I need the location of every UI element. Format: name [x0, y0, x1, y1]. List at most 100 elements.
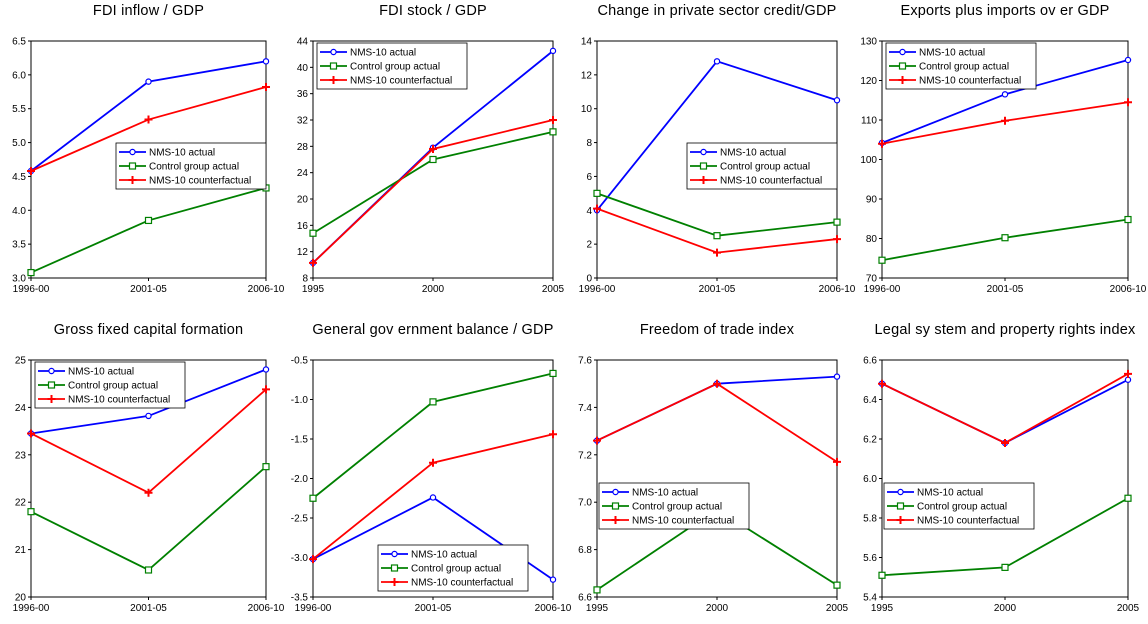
legend-label: NMS-10 counterfactual	[411, 578, 513, 589]
data-point-marker	[27, 167, 35, 176]
legend-label: Control group actual	[149, 162, 239, 173]
data-point-marker	[1124, 56, 1132, 64]
data-point-marker	[549, 47, 557, 55]
y-tick-label: 80	[866, 234, 878, 245]
y-tick-label: 5.6	[863, 553, 877, 564]
y-tick-label: 10	[581, 104, 593, 115]
chart-title: General gov ernment balance / GDP	[312, 322, 553, 338]
legend-label: NMS-10 counterfactual	[720, 176, 822, 187]
y-tick-label: 14	[581, 37, 593, 48]
y-tick-label: 6.0	[863, 474, 877, 485]
y-tick-label: 4.5	[12, 172, 26, 183]
data-point-marker	[309, 258, 317, 267]
data-point-marker	[878, 256, 886, 264]
series-line	[312, 372, 554, 499]
data-point-marker	[1001, 116, 1009, 125]
data-point-marker	[713, 379, 721, 388]
y-tick-label: 3.0	[12, 274, 26, 285]
data-point-marker	[549, 430, 557, 439]
x-tick-label: 1996-00	[295, 603, 332, 614]
y-tick-label: 100	[860, 155, 877, 166]
chart-title: Exports plus imports ov er GDP	[900, 3, 1109, 19]
data-point-marker	[27, 508, 35, 516]
y-tick-label: 23	[15, 450, 27, 461]
y-tick-label: 4	[586, 206, 592, 217]
data-point-marker	[145, 412, 152, 420]
y-tick-label: 6.4	[863, 395, 877, 406]
data-point-marker	[262, 366, 270, 373]
y-tick-label: 5.5	[12, 104, 26, 115]
x-tick-label: 1996-00	[13, 284, 50, 295]
data-point-marker	[833, 235, 841, 244]
data-point-marker	[1124, 369, 1132, 378]
y-tick-label: 6	[586, 172, 592, 183]
x-tick-label: 1996-00	[579, 284, 616, 295]
y-tick-label: 70	[866, 274, 878, 285]
legend-marker	[612, 488, 619, 496]
x-tick-label: 2000	[706, 603, 729, 614]
legend-label: Control group actual	[917, 502, 1007, 513]
chart-title: FDI stock / GDP	[379, 3, 487, 19]
x-tick-label: 2006-10	[1110, 284, 1147, 295]
data-point-marker	[262, 83, 270, 92]
series-line	[312, 119, 554, 264]
data-point-marker	[145, 78, 152, 85]
series-line	[30, 187, 267, 274]
data-point-marker	[144, 566, 153, 574]
data-point-marker	[549, 369, 557, 378]
legend-marker	[329, 76, 338, 84]
legend-label: NMS-10 actual	[917, 488, 983, 499]
data-point-marker	[593, 586, 601, 594]
legend-label: NMS-10 counterfactual	[919, 76, 1021, 87]
legend-label: NMS-10 actual	[149, 148, 215, 159]
data-point-marker	[1124, 376, 1132, 383]
chart-panel: Legal sy stem and property rights index 5…	[863, 322, 1139, 614]
legend-label: NMS-10 actual	[411, 550, 477, 561]
x-tick-label: 2000	[422, 284, 445, 295]
legend-box	[377, 544, 529, 592]
legend-marker	[48, 367, 55, 375]
legend-label: Control group actual	[350, 62, 440, 73]
x-tick-label: 2001-05	[415, 603, 452, 614]
legend-marker	[330, 48, 337, 56]
y-tick-label: 5.4	[863, 593, 877, 604]
data-point-marker	[713, 248, 721, 257]
legend-label: Control group actual	[720, 162, 810, 173]
x-tick-label: 2006-10	[248, 284, 285, 295]
data-point-marker	[833, 457, 841, 466]
data-point-marker	[878, 139, 886, 148]
y-tick-label: -0.5	[291, 356, 309, 367]
legend-marker	[897, 488, 904, 496]
data-point-marker	[833, 218, 841, 226]
legend-marker	[611, 502, 620, 510]
data-point-marker	[309, 229, 317, 237]
x-tick-label: 2001-05	[130, 284, 167, 295]
legend-label: NMS-10 actual	[720, 148, 786, 159]
data-point-marker	[1001, 563, 1009, 571]
y-tick-label: 120	[860, 76, 877, 87]
x-tick-label: 2001-05	[130, 603, 167, 614]
x-tick-label: 2000	[994, 603, 1017, 614]
legend-label: Control group actual	[919, 62, 1009, 73]
data-point-marker	[549, 128, 557, 136]
data-point-marker	[429, 144, 437, 153]
data-point-marker	[27, 268, 35, 277]
data-point-marker	[144, 216, 153, 225]
data-point-marker	[1124, 98, 1132, 107]
data-point-marker	[309, 494, 317, 502]
x-tick-label: 2006-10	[535, 603, 572, 614]
data-point-marker	[262, 385, 270, 394]
y-tick-label: -2.5	[291, 514, 309, 525]
legend-label: NMS-10 counterfactual	[68, 395, 170, 406]
data-point-marker	[549, 116, 557, 124]
data-point-marker	[713, 232, 721, 240]
y-tick-label: -1.0	[291, 395, 309, 406]
y-tick-label: 6.6	[863, 356, 877, 367]
legend-marker	[47, 395, 56, 403]
x-tick-label: 2001-05	[987, 284, 1024, 295]
chart-panel: Change in private sector credit/GDP 0 2 4 6 8…	[579, 3, 856, 295]
y-tick-label: 32	[297, 116, 309, 127]
data-point-marker	[309, 555, 317, 564]
y-tick-label: 12	[581, 70, 593, 81]
y-tick-label: 22	[15, 498, 27, 509]
